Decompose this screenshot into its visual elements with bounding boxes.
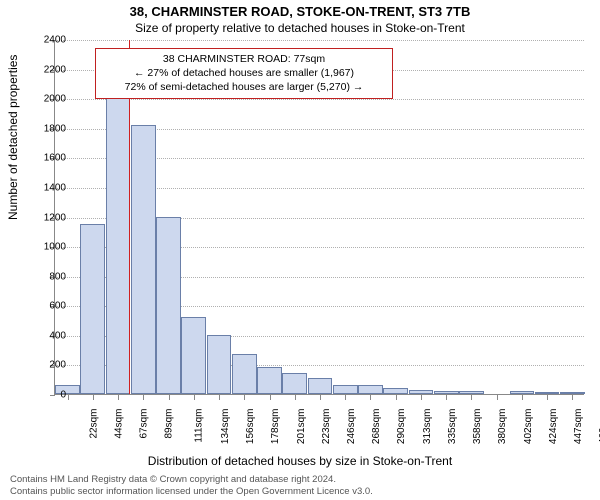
- histogram-bar: [434, 391, 459, 394]
- x-tick-mark: [143, 395, 144, 400]
- annotation-box: 38 CHARMINSTER ROAD: 77sqm ← 27% of deta…: [95, 48, 393, 99]
- x-tick-label: 111sqm: [193, 409, 204, 443]
- x-tick-label: 67sqm: [139, 409, 150, 439]
- x-tick-mark: [572, 395, 573, 400]
- x-tick-mark: [118, 395, 119, 400]
- footer-line2: Contains public sector information licen…: [10, 486, 590, 498]
- title-line2: Size of property relative to detached ho…: [0, 19, 600, 39]
- x-tick-mark: [219, 395, 220, 400]
- x-tick-label: 268sqm: [371, 409, 382, 445]
- y-tick-label: 1200: [26, 212, 66, 223]
- histogram-bar: [257, 367, 282, 394]
- annotation-line2: ← 27% of detached houses are smaller (1,…: [102, 66, 386, 80]
- histogram-bar: [358, 385, 383, 394]
- x-tick-mark: [194, 395, 195, 400]
- x-tick-mark: [522, 395, 523, 400]
- y-axis-label: Number of detached properties: [6, 55, 20, 220]
- x-tick-label: 447sqm: [573, 409, 584, 445]
- x-tick-label: 424sqm: [548, 409, 559, 445]
- x-tick-label: 156sqm: [245, 409, 256, 445]
- histogram-bar: [409, 390, 434, 394]
- x-tick-mark: [244, 395, 245, 400]
- gridline-h: [55, 40, 584, 41]
- y-tick-label: 1800: [26, 123, 66, 134]
- x-tick-mark: [345, 395, 346, 400]
- y-tick-label: 600: [26, 301, 66, 312]
- x-tick-mark: [497, 395, 498, 400]
- x-tick-label: 335sqm: [447, 409, 458, 445]
- x-tick-mark: [446, 395, 447, 400]
- gridline-h: [55, 99, 584, 100]
- x-tick-label: 201sqm: [296, 409, 307, 445]
- x-tick-mark: [68, 395, 69, 400]
- y-tick-label: 2400: [26, 35, 66, 46]
- footer-attrib: Contains HM Land Registry data © Crown c…: [10, 474, 590, 498]
- plot-area: 38 CHARMINSTER ROAD: 77sqm ← 27% of deta…: [54, 40, 584, 395]
- histogram-bar: [510, 391, 535, 394]
- y-tick-label: 800: [26, 271, 66, 282]
- x-tick-label: 178sqm: [270, 409, 281, 445]
- x-tick-label: 402sqm: [523, 409, 534, 445]
- histogram-bar: [308, 378, 333, 394]
- x-tick-mark: [295, 395, 296, 400]
- x-tick-label: 290sqm: [397, 409, 408, 445]
- y-tick-label: 400: [26, 330, 66, 341]
- x-tick-label: 358sqm: [472, 409, 483, 445]
- x-tick-mark: [270, 395, 271, 400]
- y-tick-label: 1400: [26, 182, 66, 193]
- histogram-bar: [131, 125, 156, 394]
- x-tick-label: 89sqm: [164, 409, 175, 439]
- histogram-bar: [282, 373, 307, 394]
- title-line1: 38, CHARMINSTER ROAD, STOKE-ON-TRENT, ST…: [0, 0, 600, 19]
- x-tick-label: 134sqm: [220, 409, 231, 445]
- x-tick-mark: [396, 395, 397, 400]
- x-tick-label: 44sqm: [113, 409, 124, 439]
- x-tick-label: 380sqm: [498, 409, 509, 445]
- x-tick-mark: [421, 395, 422, 400]
- x-tick-label: 246sqm: [346, 409, 357, 445]
- histogram-bar: [459, 391, 484, 394]
- x-tick-label: 22sqm: [88, 409, 99, 439]
- x-tick-mark: [169, 395, 170, 400]
- x-tick-mark: [471, 395, 472, 400]
- annotation-line1: 38 CHARMINSTER ROAD: 77sqm: [102, 52, 386, 66]
- histogram-bar: [333, 385, 358, 394]
- histogram-bar: [535, 392, 560, 394]
- y-tick-label: 2200: [26, 64, 66, 75]
- x-tick-label: 313sqm: [422, 409, 433, 445]
- y-tick-label: 0: [26, 390, 66, 401]
- annotation-line3: 72% of semi-detached houses are larger (…: [102, 80, 386, 94]
- x-tick-mark: [320, 395, 321, 400]
- histogram-bar: [383, 388, 408, 394]
- histogram-bar: [560, 392, 585, 394]
- x-tick-mark: [547, 395, 548, 400]
- histogram-bar: [106, 98, 131, 394]
- chart-area: 38 CHARMINSTER ROAD: 77sqm ← 27% of deta…: [54, 40, 584, 425]
- x-tick-label: 223sqm: [321, 409, 332, 445]
- x-axis-label: Distribution of detached houses by size …: [0, 454, 600, 468]
- footer-line1: Contains HM Land Registry data © Crown c…: [10, 474, 590, 486]
- y-tick-label: 1600: [26, 153, 66, 164]
- histogram-bar: [181, 317, 206, 394]
- histogram-bar: [156, 217, 181, 395]
- y-tick-label: 2000: [26, 94, 66, 105]
- y-tick-label: 200: [26, 360, 66, 371]
- y-tick-label: 1000: [26, 242, 66, 253]
- histogram-bar: [207, 335, 232, 394]
- x-tick-mark: [370, 395, 371, 400]
- histogram-bar: [232, 354, 257, 394]
- histogram-bar: [80, 224, 105, 394]
- x-tick-mark: [93, 395, 94, 400]
